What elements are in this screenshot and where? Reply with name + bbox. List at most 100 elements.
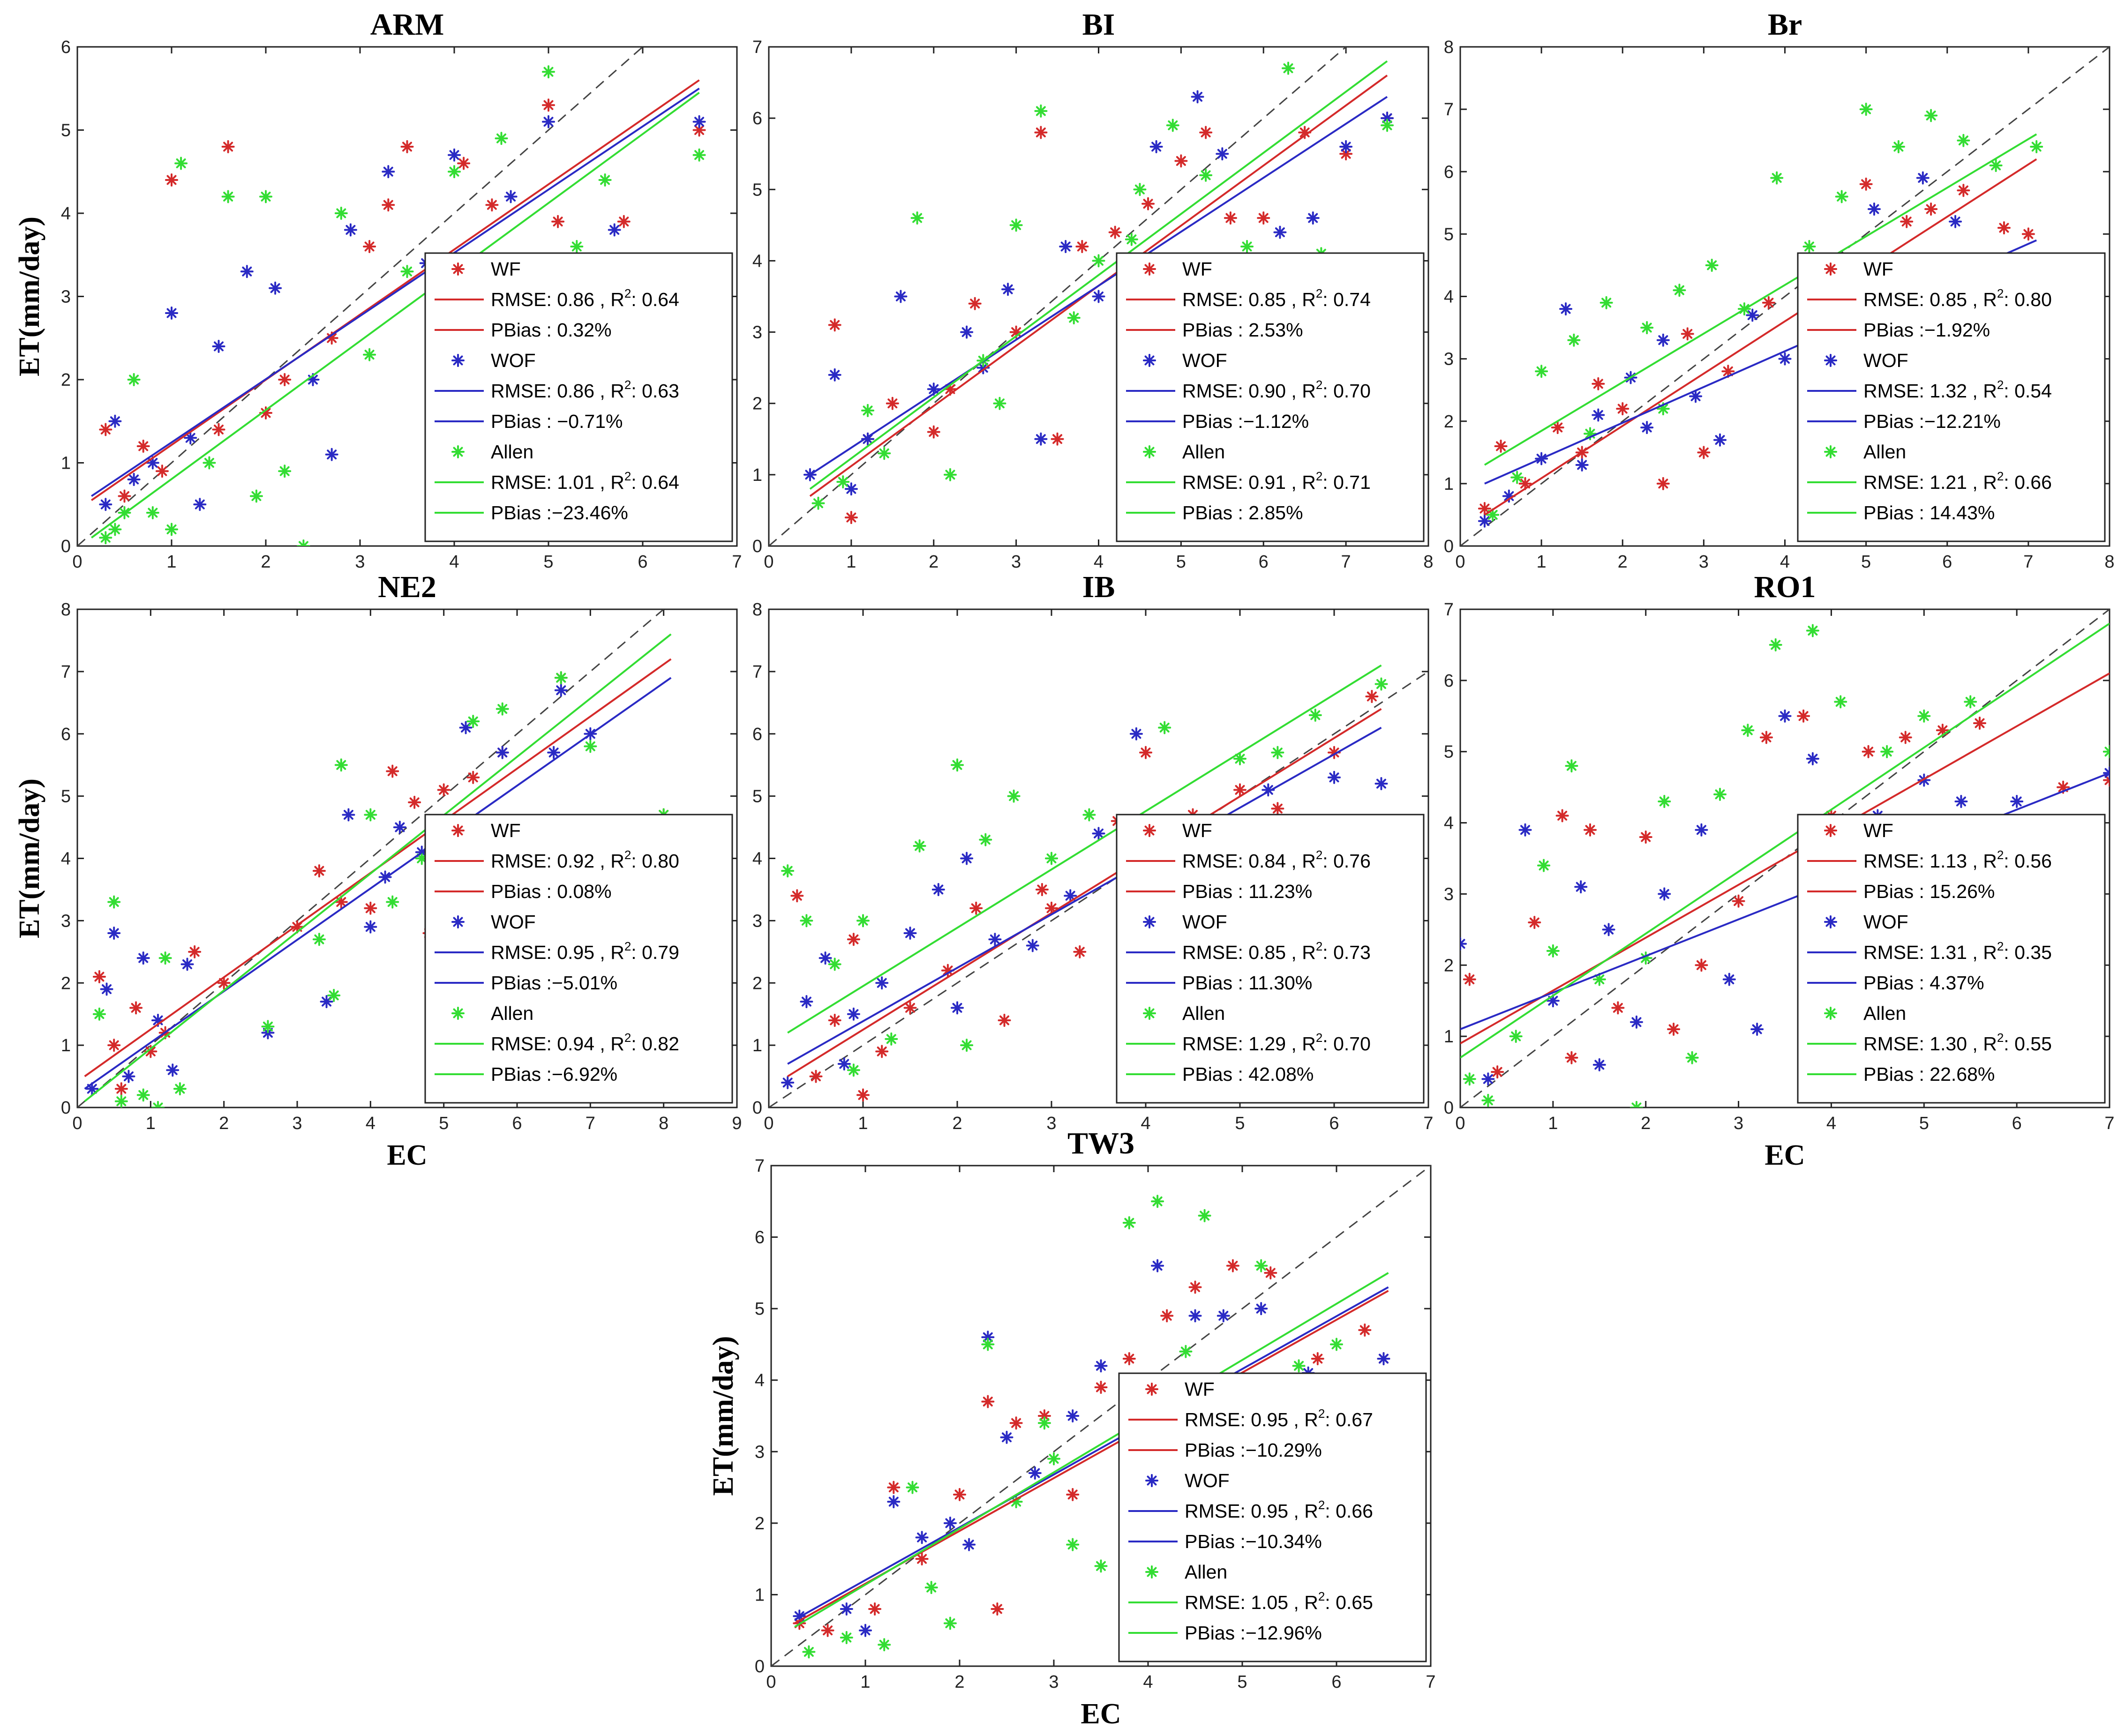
point-allen: [584, 740, 597, 753]
point-wf: [1051, 432, 1064, 446]
r2-superscript: 2: [1997, 378, 2004, 392]
point-allen: [847, 1063, 860, 1077]
legend-rmse-value: RMSE: 1.32 , R: [1863, 380, 1997, 402]
point-wof: [903, 926, 917, 940]
y-tick-label: 0: [61, 1098, 71, 1118]
point-wof: [1481, 1072, 1495, 1086]
legend-box: [424, 814, 733, 1104]
point-allen: [278, 464, 292, 478]
point-allen: [910, 211, 924, 225]
legend-r2-value: : 0.67: [1325, 1409, 1373, 1430]
point-wf: [1797, 709, 1810, 723]
y-tick-label: 5: [61, 121, 71, 141]
point-allen: [840, 1631, 853, 1644]
x-tick-label: 6: [512, 1114, 522, 1133]
y-tick-label: 3: [752, 323, 762, 343]
point-wf: [915, 1552, 929, 1566]
r2-superscript: 2: [624, 378, 631, 392]
r2-superscript: 2: [1997, 469, 2004, 483]
point-wof: [960, 325, 974, 339]
legend-rmse: RMSE: 0.90 , R2: 0.70: [1182, 378, 1371, 402]
point-allen: [1271, 746, 1284, 759]
point-allen: [297, 539, 310, 546]
point-allen: [943, 1616, 957, 1630]
y-tick-label: 6: [755, 1228, 765, 1248]
legend-pbias: PBias :−12.21%: [1863, 411, 2001, 432]
point-allen: [856, 914, 870, 928]
point-wf: [129, 1001, 143, 1015]
point-wf: [99, 423, 113, 436]
point-wf: [278, 373, 292, 386]
point-wf: [1160, 1309, 1174, 1323]
point-wof: [915, 1531, 929, 1544]
point-allen: [1705, 258, 1719, 272]
x-tick-label: 6: [1259, 552, 1269, 572]
point-wf: [1141, 197, 1155, 210]
y-tick-label: 6: [752, 725, 762, 744]
y-tick-label: 4: [752, 251, 762, 271]
legend-rmse: RMSE: 0.91 , R2: 0.71: [1182, 469, 1371, 493]
fit-line-wof: [794, 1286, 1389, 1621]
point-allen: [1770, 171, 1784, 185]
point-wf: [1075, 240, 1089, 253]
point-wof: [847, 1007, 860, 1021]
legend-marker-allen: [1824, 1007, 1837, 1020]
y-tick-label: 2: [61, 973, 71, 993]
chart-title: IB: [1082, 570, 1115, 604]
point-allen: [1166, 119, 1179, 132]
point-wof: [608, 223, 621, 237]
x-tick-label: 0: [764, 552, 773, 572]
legend-r2-value: : 0.66: [2004, 471, 2052, 493]
point-wof: [1273, 225, 1287, 239]
point-wf: [998, 1013, 1011, 1027]
point-wof: [1001, 283, 1015, 296]
x-tick-label: 7: [586, 1114, 595, 1133]
legend-rmse-value: RMSE: 0.95 , R: [491, 942, 624, 963]
point-wf: [1997, 221, 2011, 235]
r2-superscript: 2: [624, 286, 631, 300]
point-wof: [320, 995, 333, 1009]
point-allen: [364, 808, 377, 822]
point-allen: [1924, 109, 1938, 122]
legend-r2-value: : 0.65: [1325, 1592, 1373, 1613]
legend-marker-allen: [451, 445, 465, 458]
r2-superscript: 2: [1997, 939, 2004, 953]
legend-marker-wf: [451, 824, 465, 837]
point-wof: [554, 683, 568, 697]
chart-title: TW3: [1067, 1126, 1134, 1160]
point-allen: [1535, 365, 1548, 378]
legend-pbias: PBias : 14.43%: [1863, 502, 1995, 524]
point-wf: [617, 215, 631, 228]
point-wf: [1862, 745, 1875, 758]
point-wof: [1191, 90, 1204, 104]
x-tick-label: 2: [929, 552, 939, 572]
x-tick-label: 5: [1919, 1114, 1929, 1133]
point-allen: [1240, 240, 1254, 253]
x-tick-label: 1: [146, 1114, 156, 1133]
fit-line-allen: [787, 664, 1382, 1034]
point-allen: [1067, 311, 1081, 325]
legend-r2-value: : 0.82: [631, 1033, 679, 1055]
legend-pbias: PBias : 2.53%: [1182, 319, 1303, 341]
x-tick-label: 6: [1329, 1114, 1339, 1133]
legend-rmse-value: RMSE: 0.86 , R: [491, 289, 624, 310]
legend-label: WOF: [1863, 350, 1908, 371]
point-wof: [193, 498, 207, 511]
legend-pbias: PBias : 4.37%: [1863, 972, 1984, 994]
x-tick-label: 3: [1734, 1114, 1743, 1133]
point-wof: [1377, 1352, 1390, 1365]
legend-label: WF: [1185, 1378, 1215, 1400]
point-wof: [212, 340, 225, 353]
point-wof: [1629, 1015, 1643, 1029]
point-wof: [1094, 1359, 1108, 1373]
point-allen: [1198, 1209, 1211, 1222]
legend-r2-value: : 0.79: [631, 942, 679, 963]
point-wf: [1697, 446, 1711, 459]
point-wof: [1026, 939, 1039, 952]
x-tick-label: 3: [1699, 552, 1709, 572]
point-wof: [943, 1516, 957, 1530]
point-allen: [496, 702, 509, 716]
legend-marker-wf: [1824, 824, 1837, 837]
point-wof: [1546, 994, 1560, 1008]
